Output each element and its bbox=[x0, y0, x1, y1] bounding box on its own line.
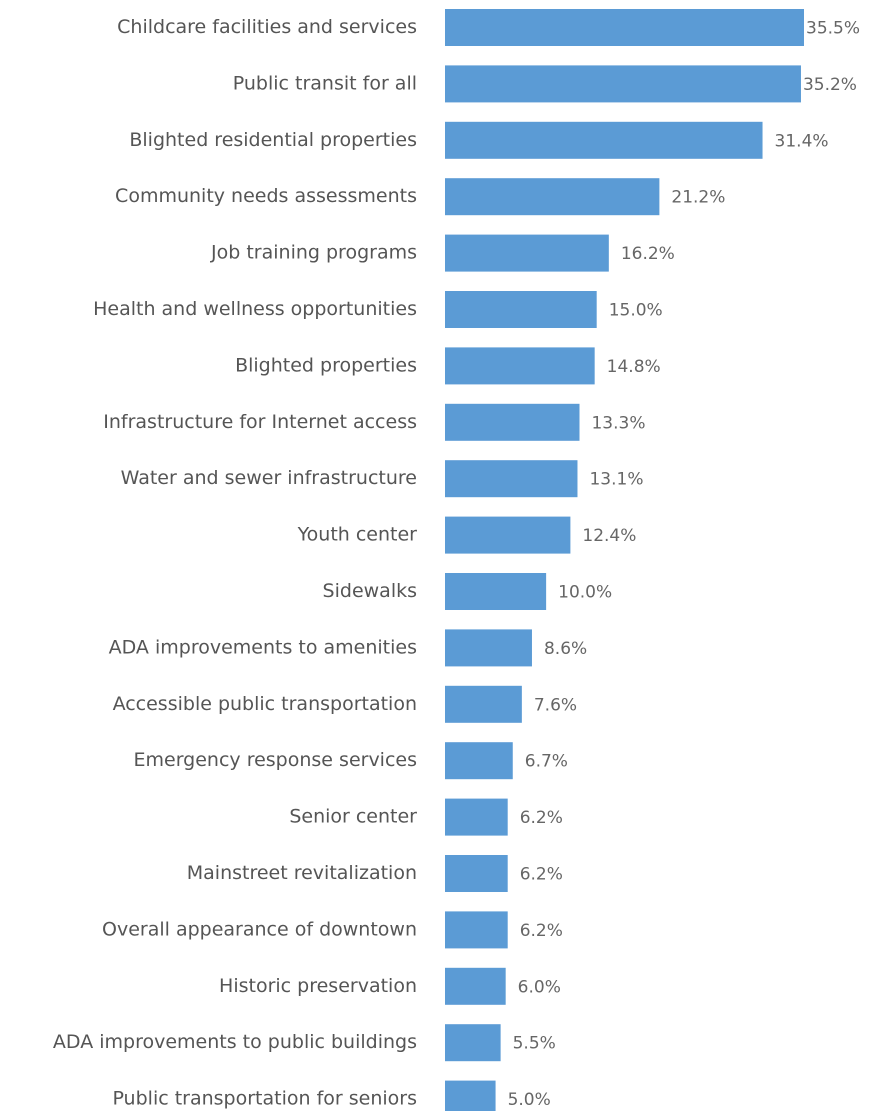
bar bbox=[445, 403, 580, 441]
value-label: 35.2% bbox=[803, 75, 857, 95]
value-label: 6.2% bbox=[520, 921, 563, 941]
category-label: Blighted residential properties bbox=[129, 129, 417, 151]
bar bbox=[445, 1080, 496, 1111]
category-label: ADA improvements to amenities bbox=[109, 636, 417, 658]
value-label: 6.2% bbox=[520, 865, 563, 885]
category-label: Sidewalks bbox=[323, 580, 417, 602]
category-label: Health and wellness opportunities bbox=[93, 298, 417, 320]
bar bbox=[445, 629, 532, 667]
bar bbox=[445, 234, 609, 272]
category-label: Emergency response services bbox=[134, 749, 418, 771]
bar bbox=[445, 291, 597, 328]
category-label: Childcare facilities and services bbox=[117, 16, 417, 38]
value-label: 5.0% bbox=[508, 1090, 551, 1110]
value-label: 5.5% bbox=[513, 1034, 556, 1054]
bar bbox=[445, 967, 506, 1005]
bar bbox=[445, 855, 508, 892]
category-label: Youth center bbox=[297, 524, 418, 546]
value-label: 13.1% bbox=[589, 470, 643, 490]
category-label: ADA improvements to public buildings bbox=[53, 1031, 417, 1053]
bar bbox=[445, 178, 660, 216]
value-label: 7.6% bbox=[534, 695, 577, 715]
value-label: 12.4% bbox=[582, 526, 636, 546]
bar bbox=[445, 65, 801, 103]
category-label: Overall appearance of downtown bbox=[102, 918, 417, 940]
bar bbox=[445, 742, 513, 780]
category-label: Infrastructure for Internet access bbox=[103, 411, 417, 433]
category-label: Senior center bbox=[289, 806, 417, 828]
value-label: 8.6% bbox=[544, 639, 587, 659]
bar bbox=[445, 516, 571, 554]
bar bbox=[445, 1024, 501, 1062]
bar bbox=[445, 573, 547, 610]
category-label: Accessible public transportation bbox=[113, 693, 417, 715]
bar bbox=[445, 460, 578, 498]
value-label: 21.2% bbox=[671, 188, 725, 208]
category-label: Mainstreet revitalization bbox=[187, 862, 417, 884]
value-label: 15.0% bbox=[609, 301, 663, 321]
category-label: Blighted properties bbox=[235, 354, 417, 376]
category-label: Job training programs bbox=[210, 242, 417, 264]
bar bbox=[445, 121, 763, 159]
bar bbox=[445, 685, 522, 723]
bar bbox=[445, 798, 508, 836]
value-label: 16.2% bbox=[621, 244, 675, 264]
bar bbox=[445, 9, 804, 46]
value-label: 10.0% bbox=[558, 583, 612, 603]
value-label: 13.3% bbox=[591, 413, 645, 433]
category-label: Historic preservation bbox=[219, 975, 417, 997]
value-label: 6.2% bbox=[520, 808, 563, 828]
category-label: Water and sewer infrastructure bbox=[121, 467, 417, 489]
value-label: 31.4% bbox=[775, 131, 829, 151]
category-label: Public transit for all bbox=[233, 72, 417, 94]
category-label: Community needs assessments bbox=[115, 185, 417, 207]
value-label: 6.0% bbox=[518, 977, 561, 997]
category-label: Public transportation for seniors bbox=[112, 1088, 417, 1110]
value-label: 6.7% bbox=[525, 752, 568, 772]
value-label: 14.8% bbox=[607, 357, 661, 377]
bar bbox=[445, 911, 508, 949]
value-label: 35.5% bbox=[806, 19, 860, 39]
bar bbox=[445, 347, 595, 385]
